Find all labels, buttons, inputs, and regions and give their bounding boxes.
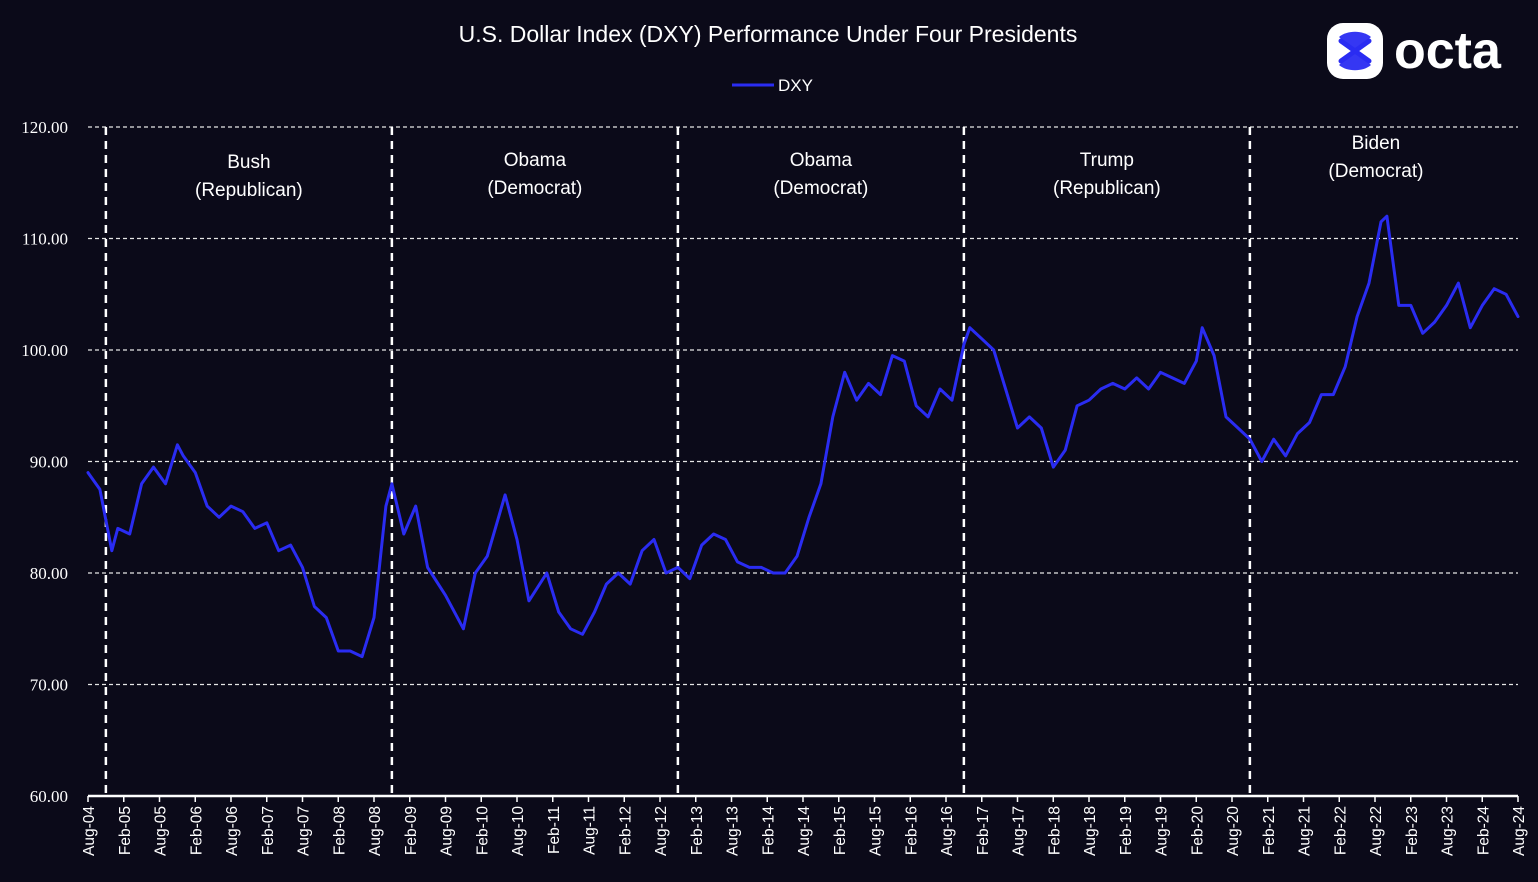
octa-logo-icon-cross <box>1338 38 1372 64</box>
x-tick-label: Aug-20 <box>1225 806 1242 856</box>
chart-title: U.S. Dollar Index (DXY) Performance Unde… <box>459 21 1078 47</box>
series-dxy <box>86 214 1520 659</box>
y-tick-label: 60.00 <box>30 787 68 806</box>
x-tick-label: Feb-14 <box>760 806 777 855</box>
x-tick-label: Aug-22 <box>1368 806 1385 856</box>
period-label-name: Bush <box>227 152 270 173</box>
x-tick-label: Feb-16 <box>903 806 920 855</box>
x-tick-label: Aug-11 <box>582 806 599 855</box>
x-tick-label: Feb-07 <box>260 806 277 855</box>
logo-text: octa <box>1394 22 1502 80</box>
x-tick-label: Aug-24 <box>1511 806 1528 856</box>
period-label-party: (Democrat) <box>487 178 582 199</box>
x-tick-label: Aug-12 <box>653 806 670 856</box>
y-tick-label: 80.00 <box>30 564 68 583</box>
x-tick-label: Feb-19 <box>1118 806 1135 855</box>
x-axis: Aug-04 Feb-05 Aug-05 Feb-06 Aug-06 Feb-07 Aug-… <box>81 794 1528 856</box>
series-line-dxy <box>86 214 1520 659</box>
x-tick-label: Feb-11 <box>546 806 563 854</box>
legend: DXY <box>732 76 813 95</box>
x-tick-label: Feb-18 <box>1046 806 1063 855</box>
x-tick-label: Feb-13 <box>689 806 706 855</box>
x-tick-label: Feb-20 <box>1189 806 1206 855</box>
logo: octa <box>1327 22 1502 80</box>
period-label-party: (Democrat) <box>773 178 868 199</box>
period-label-party: (Democrat) <box>1328 161 1423 182</box>
x-tick-label: Aug-19 <box>1154 806 1171 856</box>
x-tick-label: Aug-15 <box>868 806 885 856</box>
y-axis: 60.00 70.00 80.00 90.00 100.00 110.00 120.00 <box>21 118 68 806</box>
x-tick-label: Aug-09 <box>439 806 456 856</box>
x-tick-label: Aug-13 <box>725 806 742 856</box>
period-label-name: Biden <box>1352 133 1401 154</box>
x-tick-label: Aug-08 <box>367 806 384 856</box>
x-tick-label: Aug-18 <box>1082 806 1099 856</box>
x-tick-label: Aug-21 <box>1297 806 1314 856</box>
x-tick-label: Feb-23 <box>1404 806 1421 855</box>
legend-label-dxy: DXY <box>778 76 813 95</box>
x-tick-label: Feb-12 <box>617 806 634 855</box>
period-label-name: Obama <box>504 150 567 171</box>
y-tick-label: 90.00 <box>30 453 68 472</box>
y-tick-label: 110.00 <box>22 230 68 249</box>
x-tick-label: Feb-09 <box>403 806 420 855</box>
x-tick-label: Aug-04 <box>81 806 98 856</box>
gridlines <box>88 126 1518 686</box>
x-tick-label: Feb-24 <box>1475 806 1492 855</box>
x-tick-label: Feb-21 <box>1261 806 1278 855</box>
x-tick-label: Feb-10 <box>474 806 491 855</box>
x-tick-label: Feb-06 <box>188 806 205 855</box>
period-label-party: (Republican) <box>195 180 303 201</box>
x-tick-label: Aug-10 <box>510 806 527 856</box>
x-tick-label: Aug-05 <box>153 806 170 856</box>
x-tick-label: Aug-16 <box>939 806 956 856</box>
y-tick-label: 70.00 <box>30 676 68 695</box>
x-tick-label: Feb-08 <box>331 806 348 855</box>
x-tick-label: Aug-07 <box>296 806 313 856</box>
y-tick-label: 100.00 <box>21 341 68 360</box>
x-tick-label: Feb-17 <box>975 806 992 855</box>
x-tick-label: Aug-14 <box>796 806 813 856</box>
period-label-name: Obama <box>790 150 853 171</box>
x-tick-label: Feb-15 <box>832 806 849 855</box>
x-tick-label: Aug-23 <box>1440 806 1457 856</box>
x-tick-label: Aug-17 <box>1011 806 1028 856</box>
period-labels: Bush (Republican) Obama (Democrat) Obama (Dem… <box>195 133 1423 201</box>
period-label-party: (Republican) <box>1053 178 1161 199</box>
x-tick-label: Aug-06 <box>224 806 241 856</box>
y-tick-label: 120.00 <box>21 118 68 137</box>
x-tick-label: Feb-05 <box>117 806 134 855</box>
period-label-name: Trump <box>1080 150 1134 171</box>
x-tick-label: Feb-22 <box>1332 806 1349 855</box>
